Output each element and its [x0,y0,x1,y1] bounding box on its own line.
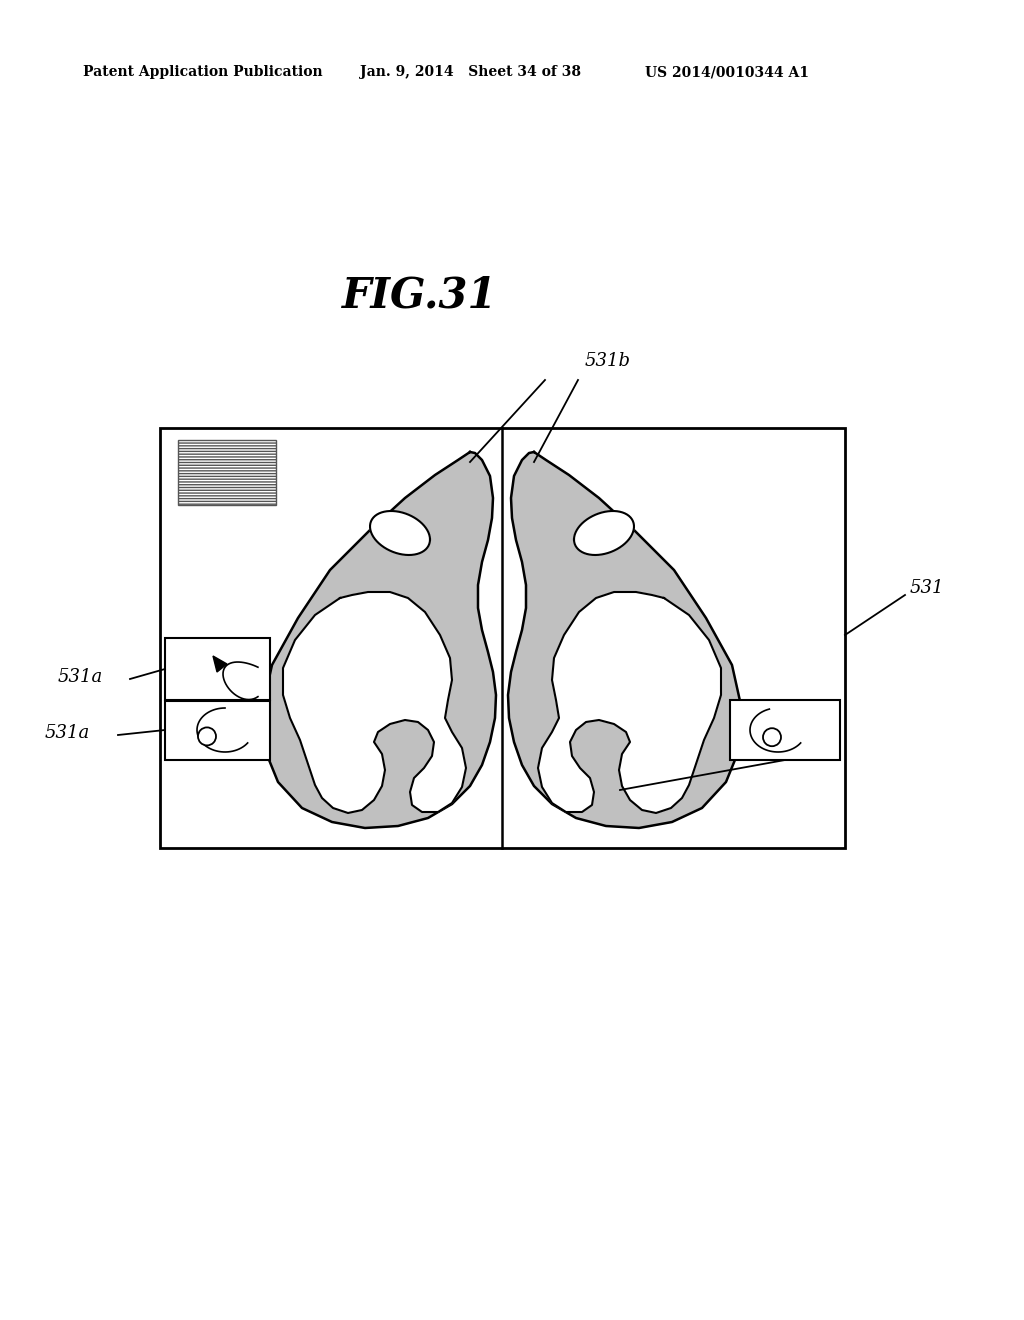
Bar [165,701,270,760]
Bar [160,428,845,847]
Polygon shape [508,451,742,828]
Text: Jan. 9, 2014   Sheet 34 of 38: Jan. 9, 2014 Sheet 34 of 38 [360,65,581,79]
Text: 531a: 531a [45,723,90,742]
Polygon shape [370,511,430,554]
Polygon shape [283,591,466,813]
Bar [178,440,276,506]
Text: FIG.31: FIG.31 [342,275,498,315]
Polygon shape [538,591,721,813]
Text: Patent Application Publication: Patent Application Publication [83,65,323,79]
Bar [165,638,270,700]
Text: 531b: 531b [585,352,631,370]
Circle shape [763,729,781,746]
Polygon shape [574,511,634,554]
Polygon shape [262,451,496,828]
Text: 531a: 531a [58,668,103,686]
Bar [730,700,840,760]
Text: US 2014/0010344 A1: US 2014/0010344 A1 [645,65,809,79]
Polygon shape [213,656,227,672]
Circle shape [198,727,216,746]
Text: 531: 531 [910,579,944,597]
Text: 531a: 531a [550,789,595,807]
